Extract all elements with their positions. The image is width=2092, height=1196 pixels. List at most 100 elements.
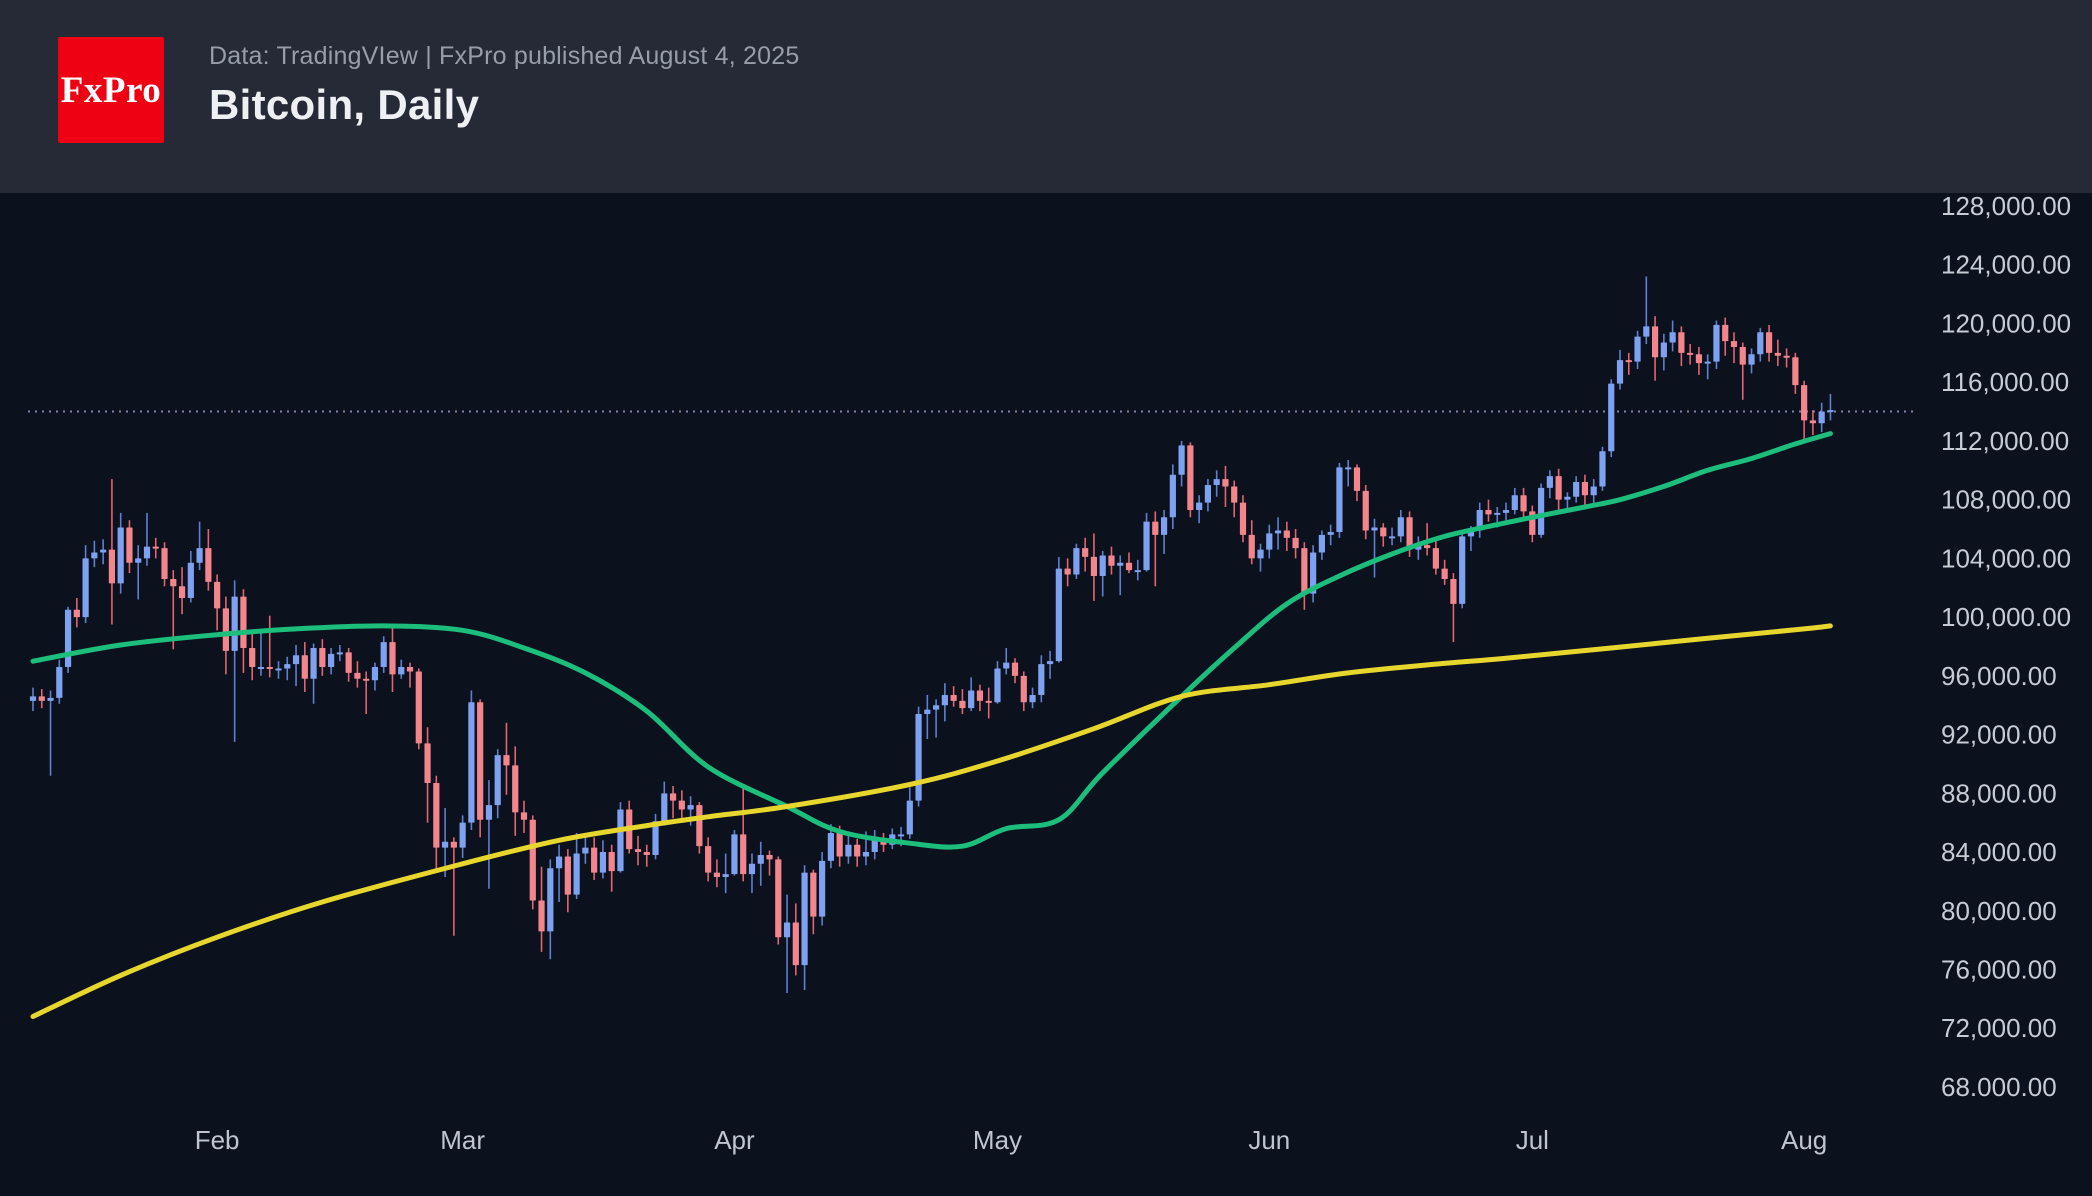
candle-body-up <box>47 697 54 701</box>
candle-body-up <box>292 655 300 665</box>
candle-body-up <box>547 868 554 932</box>
x-axis-month-label: May <box>973 1125 1022 1155</box>
candle-body-up <box>1336 467 1343 532</box>
candle-body-down <box>301 655 308 679</box>
candle-body-down <box>345 652 352 673</box>
x-axis-month-label: Apr <box>714 1125 755 1155</box>
candle-body-up <box>1345 467 1352 470</box>
candle-body-down <box>1020 675 1027 703</box>
candle-body-up <box>1318 534 1325 553</box>
candle-body-up <box>1134 570 1141 573</box>
candle-body-up <box>1099 555 1106 577</box>
candle-body-up <box>748 863 756 875</box>
candle-body-up <box>1046 661 1054 665</box>
candle-body-up <box>310 647 317 679</box>
candle-body-up <box>1634 336 1641 362</box>
candle-body-up <box>1204 484 1212 503</box>
candle-body-up <box>29 696 37 701</box>
candle-body-down <box>1064 568 1071 575</box>
candle-body-down <box>1239 502 1247 535</box>
candle-body-up <box>1827 410 1834 413</box>
candle-body-down <box>520 812 528 820</box>
candle-body-up <box>91 552 98 559</box>
candle-body-up <box>1511 495 1518 510</box>
y-axis-tick-label: 100,000.00 <box>1941 602 2071 632</box>
candle-body-up <box>231 596 238 651</box>
candle-body-up <box>555 856 563 869</box>
candle-body-down <box>1187 445 1194 510</box>
x-axis-month-label: Aug <box>1781 1125 1827 1155</box>
candle-body-down <box>1520 495 1527 512</box>
candle-body-up <box>135 558 142 563</box>
candle-body-up <box>1818 411 1825 424</box>
candle-body-down <box>1353 467 1361 491</box>
candle-body-down <box>1678 332 1685 353</box>
candle-body-up <box>1073 548 1080 575</box>
candle-body-down <box>1441 568 1448 579</box>
candle-body-up <box>468 702 475 823</box>
candle-body-up <box>1546 476 1553 488</box>
candlestick-chart: 128,000.00 124,000.00 120,000.00 116,000.00… <box>28 193 2071 1155</box>
candle-body-up <box>1257 549 1264 559</box>
candle-body-up <box>968 690 975 709</box>
candle-body-down <box>634 849 642 853</box>
candle-body-down <box>1450 578 1457 604</box>
candle-body-up <box>82 558 89 618</box>
candle-body-up <box>1573 482 1580 497</box>
candle-body-up <box>1169 474 1176 518</box>
candle-body-up <box>1476 509 1483 531</box>
candle-body-up <box>1178 445 1185 475</box>
candle-body-up <box>757 854 764 864</box>
candle-body-up <box>1160 517 1168 535</box>
candle-body-down <box>503 755 510 766</box>
candle-body-up <box>1266 533 1273 550</box>
candle-body-down <box>696 805 703 847</box>
candle-body-up <box>941 694 948 706</box>
y-axis-tick-label: 128,000.00 <box>1941 193 2071 221</box>
candle-body-up <box>1494 512 1501 515</box>
candle-body-down <box>389 642 396 675</box>
candle-body-down <box>1485 509 1492 515</box>
candle-body-down <box>1801 385 1808 421</box>
candle-body-up <box>906 800 913 835</box>
candle-body-down <box>1730 341 1738 347</box>
candle-body-down <box>406 667 414 672</box>
candle-body-up <box>722 874 729 878</box>
candle-body-down <box>1687 352 1694 355</box>
candle-body-up <box>871 838 878 853</box>
candle-body-down <box>354 672 361 679</box>
candle-body-down <box>792 922 799 966</box>
candle-body-up <box>380 642 387 668</box>
candle-body-up <box>819 860 826 917</box>
candle-body-up <box>1643 326 1650 337</box>
candle-body-down <box>1581 482 1589 496</box>
candle-body-up <box>284 664 291 669</box>
candle-body-down <box>433 783 440 848</box>
candle-body-down <box>170 578 177 587</box>
candle-body-down <box>266 667 273 670</box>
candle-body-up <box>1459 536 1466 604</box>
candle-body-up <box>459 822 466 848</box>
candle-body-up <box>328 653 335 668</box>
candle-body-up <box>1748 354 1755 365</box>
candle-body-down <box>608 852 615 872</box>
candle-body-up <box>1371 527 1378 531</box>
candle-body-down <box>450 841 457 848</box>
fxpro-logo: FxPro <box>58 37 164 143</box>
candle-body-up <box>56 667 63 698</box>
candle-body-down <box>178 586 186 599</box>
candle-body-up <box>933 705 940 710</box>
candle-body-up <box>187 562 194 599</box>
candle-body-down <box>424 743 431 784</box>
candle-body-up <box>1608 383 1615 452</box>
ma-line-yellow <box>30 623 1833 1019</box>
chart-header: FxPro Data: TradingVIew | FxPro publishe… <box>0 0 2092 193</box>
candle-body-down <box>73 609 80 618</box>
candle-body-down <box>669 793 677 801</box>
candle-body-down <box>1090 556 1098 577</box>
candle-body-down <box>1152 521 1159 535</box>
candle-body-up <box>783 922 791 938</box>
candle-body-up <box>573 853 580 895</box>
candle-body-up <box>845 844 852 857</box>
